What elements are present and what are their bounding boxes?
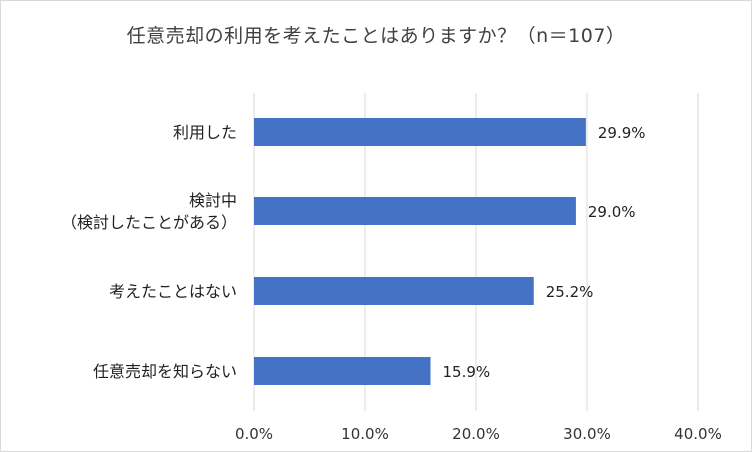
- bar: [254, 118, 586, 146]
- x-tick-label: 10.0%: [341, 425, 389, 443]
- category-label-line: 任意売却を知らない: [93, 362, 237, 381]
- bar: [254, 197, 576, 225]
- category-label: 考えたことはない: [109, 282, 237, 301]
- category-label: 任意売却を知らない: [93, 362, 237, 381]
- x-tick-label: 20.0%: [452, 425, 500, 443]
- data-label: 15.9%: [442, 363, 490, 381]
- bar: [254, 277, 534, 305]
- data-label: 25.2%: [546, 283, 594, 301]
- category-label: 検討中 （検討したことがある）: [61, 191, 237, 232]
- category-label-line: 検討中: [189, 191, 237, 210]
- bar: [254, 357, 431, 385]
- data-label: 29.9%: [598, 124, 646, 142]
- x-tick-label: 40.0%: [674, 425, 722, 443]
- category-label-line: 利用した: [173, 123, 237, 142]
- category-label: 利用した: [173, 123, 237, 142]
- category-label-line: 考えたことはない: [109, 282, 237, 301]
- category-label-line: （検討したことがある）: [61, 213, 237, 232]
- x-tick-label: 30.0%: [563, 425, 611, 443]
- data-label: 29.0%: [588, 203, 636, 221]
- x-tick-label: 0.0%: [235, 425, 273, 443]
- chart-title: 任意売却の利用を考えたことはありますか？（n＝107）: [126, 25, 626, 47]
